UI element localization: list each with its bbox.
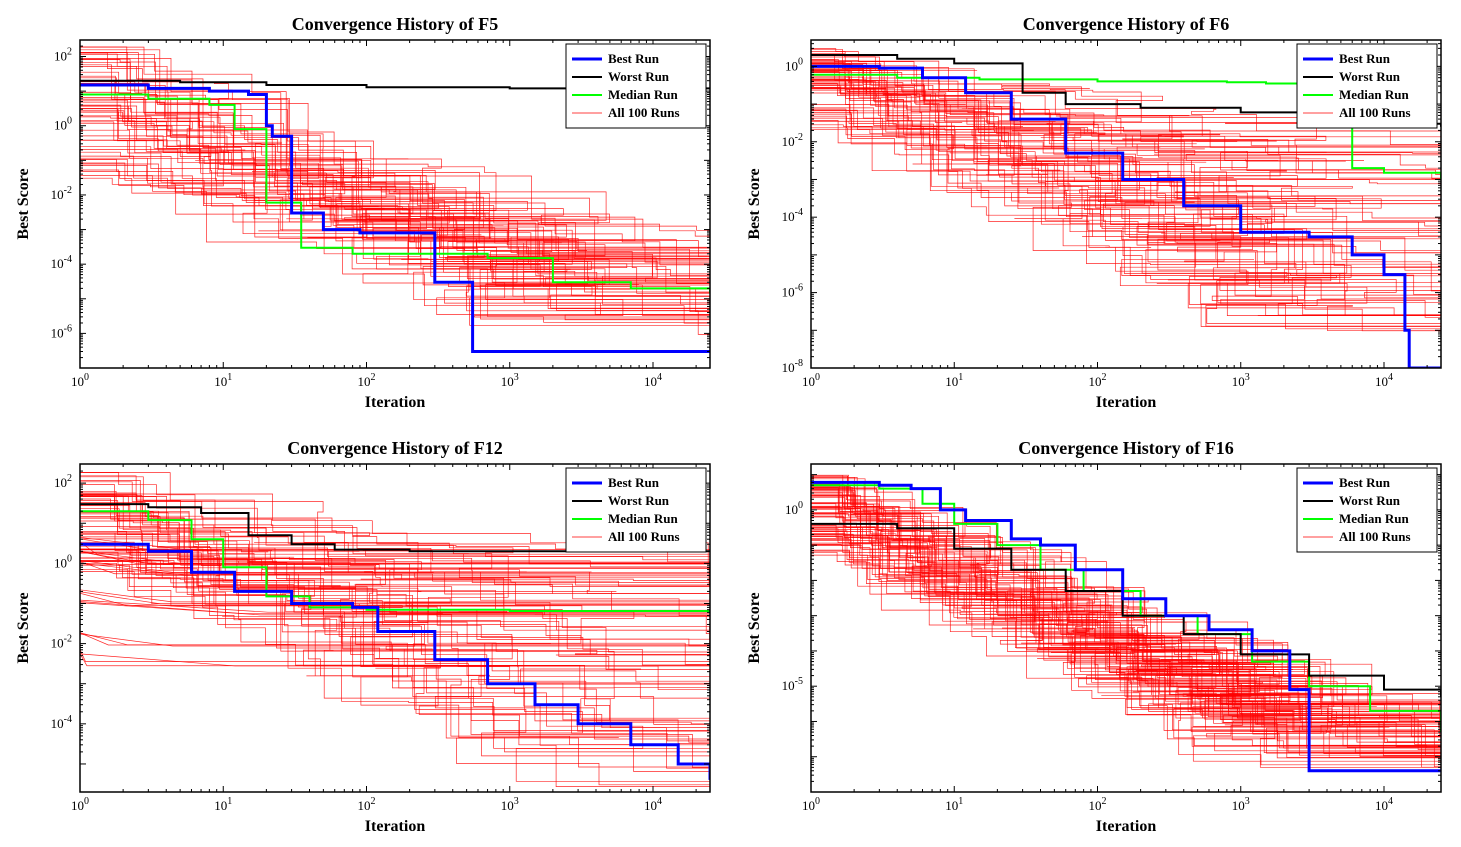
legend: Best Run Worst Run Median Run All 100 Runs [566, 44, 706, 128]
x-axis-label: Iteration [365, 818, 426, 835]
chart-title: Convergence History of F5 [292, 14, 498, 34]
legend: Best Run Worst Run Median Run All 100 Runs [566, 468, 706, 552]
legend-label: Worst Run [1339, 69, 1401, 84]
panel-f16: 100 101 102 103 104 10-5 100 Convergence… [741, 434, 1452, 838]
legend-label: Median Run [608, 87, 678, 102]
legend: Best Run Worst Run Median Run All 100 Runs [1297, 468, 1437, 552]
x-axis-label: Iteration [1095, 394, 1156, 411]
legend-label: Worst Run [608, 493, 670, 508]
panel-f5: 100 101 102 103 104 10-6 10-4 10-2 100 1… [10, 10, 721, 414]
legend-label: All 100 Runs [608, 105, 680, 120]
legend-label: All 100 Runs [608, 529, 680, 544]
legend-label: All 100 Runs [1339, 105, 1411, 120]
panel-f12: 100 101 102 103 104 10-4 10-2 100 102 Co… [10, 434, 721, 838]
panel-f6: 100 101 102 103 104 10-8 10-6 10-4 10-2 … [741, 10, 1452, 414]
y-axis-label: Best Score [746, 168, 763, 239]
legend-label: Best Run [1339, 51, 1391, 66]
legend-label: Median Run [608, 511, 678, 526]
chart-title: Convergence History of F16 [1018, 438, 1233, 458]
chart-grid: 100 101 102 103 104 10-6 10-4 10-2 100 1… [10, 10, 1451, 837]
legend: Best Run Worst Run Median Run All 100 Runs [1297, 44, 1437, 128]
legend-label: Worst Run [1339, 493, 1401, 508]
legend-label: Best Run [608, 51, 660, 66]
x-axis-label: Iteration [1095, 818, 1156, 835]
legend-label: Median Run [1339, 87, 1409, 102]
chart-title: Convergence History of F6 [1022, 14, 1228, 34]
y-axis-label: Best Score [746, 592, 763, 663]
legend-label: All 100 Runs [1339, 529, 1411, 544]
y-axis-label: Best Score [15, 592, 32, 663]
legend-label: Best Run [608, 475, 660, 490]
legend-label: Best Run [1339, 475, 1391, 490]
chart-title: Convergence History of F12 [287, 438, 502, 458]
y-axis-label: Best Score [15, 168, 32, 239]
legend-label: Median Run [1339, 511, 1409, 526]
x-axis-label: Iteration [365, 394, 426, 411]
legend-label: Worst Run [608, 69, 670, 84]
